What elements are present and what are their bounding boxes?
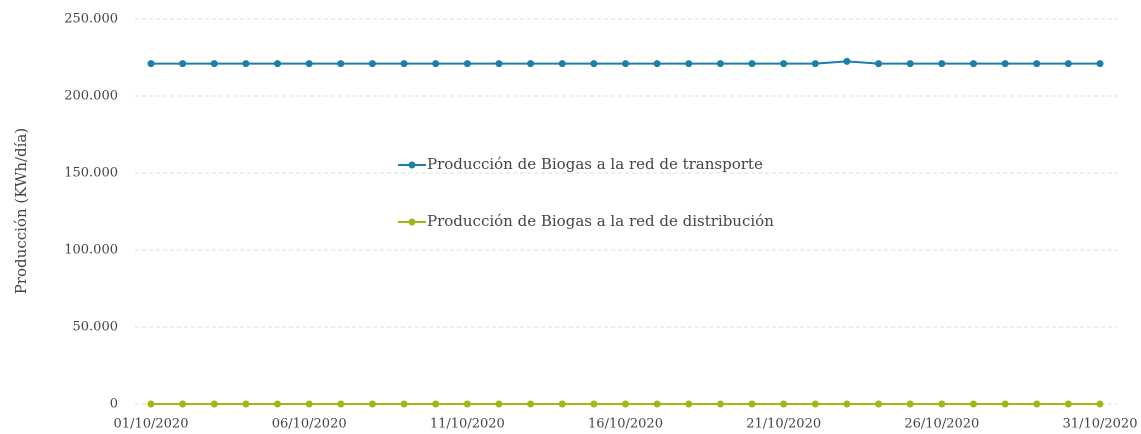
legend-label: Producción de Biogas a la red de transpo… <box>427 155 763 173</box>
data-point <box>1033 400 1041 408</box>
data-point <box>274 60 282 68</box>
data-point <box>242 400 250 408</box>
y-tick-label: 150.000 <box>64 166 118 181</box>
data-point <box>495 60 503 68</box>
data-point <box>210 400 218 408</box>
data-point <box>590 60 598 68</box>
legend-marker <box>408 161 416 169</box>
data-point <box>210 60 218 68</box>
data-point <box>653 400 661 408</box>
data-point <box>622 400 629 408</box>
data-point <box>590 400 598 408</box>
data-point <box>432 60 440 68</box>
x-tick-label: 21/10/2020 <box>746 417 821 432</box>
data-point <box>495 400 503 408</box>
x-tick-label: 01/10/2020 <box>114 417 189 432</box>
data-point <box>463 400 471 408</box>
data-point <box>368 400 376 408</box>
x-tick-label: 16/10/2020 <box>588 417 663 432</box>
x-tick-label: 31/10/2020 <box>1063 417 1138 432</box>
data-point <box>969 60 977 68</box>
data-point <box>400 60 408 68</box>
data-point <box>969 400 977 408</box>
data-point <box>1064 60 1072 68</box>
x-tick-label: 26/10/2020 <box>904 417 979 432</box>
data-point <box>368 60 376 68</box>
data-point <box>622 60 629 68</box>
legend-marker <box>408 218 416 226</box>
legend-label: Producción de Biogas a la red de distrib… <box>427 212 774 230</box>
data-point <box>147 60 155 68</box>
data-point <box>780 60 788 68</box>
data-point <box>242 60 250 68</box>
data-point <box>875 400 883 408</box>
data-point <box>147 400 155 408</box>
y-tick-label: 100.000 <box>64 243 118 258</box>
data-point <box>843 57 851 65</box>
data-point <box>1001 400 1009 408</box>
data-point <box>558 60 566 68</box>
y-tick-label: 250.000 <box>64 12 118 27</box>
data-point <box>305 400 313 408</box>
data-point <box>558 400 566 408</box>
data-point <box>463 60 471 68</box>
data-point <box>1033 60 1041 68</box>
data-point <box>780 400 788 408</box>
data-point <box>1096 60 1104 68</box>
data-point <box>716 60 724 68</box>
data-point <box>527 60 535 68</box>
data-point <box>748 60 756 68</box>
data-point <box>938 400 946 408</box>
y-tick-label: 200.000 <box>64 89 118 104</box>
data-point <box>843 400 851 408</box>
data-point <box>653 60 661 68</box>
y-tick-label: 50.000 <box>73 320 119 335</box>
data-point <box>1096 400 1104 408</box>
data-point <box>875 60 883 68</box>
x-tick-label: 06/10/2020 <box>272 417 347 432</box>
data-point <box>432 400 440 408</box>
data-point <box>938 60 946 68</box>
data-point <box>716 400 724 408</box>
data-point <box>274 400 282 408</box>
data-point <box>748 400 756 408</box>
data-point <box>179 60 187 68</box>
y-axis-label: Producción (KWh/día) <box>12 128 30 294</box>
data-point <box>527 400 535 408</box>
data-point <box>400 400 408 408</box>
data-point <box>811 60 819 68</box>
data-point <box>1001 60 1009 68</box>
data-point <box>1064 400 1072 408</box>
data-point <box>337 60 345 68</box>
data-point <box>685 400 693 408</box>
y-tick-label: 0 <box>110 397 118 412</box>
data-point <box>906 60 914 68</box>
data-point <box>305 60 313 68</box>
x-tick-label: 11/10/2020 <box>430 417 505 432</box>
data-point <box>685 60 693 68</box>
data-point <box>179 400 187 408</box>
data-point <box>906 400 914 408</box>
data-point <box>337 400 345 408</box>
data-point <box>811 400 819 408</box>
